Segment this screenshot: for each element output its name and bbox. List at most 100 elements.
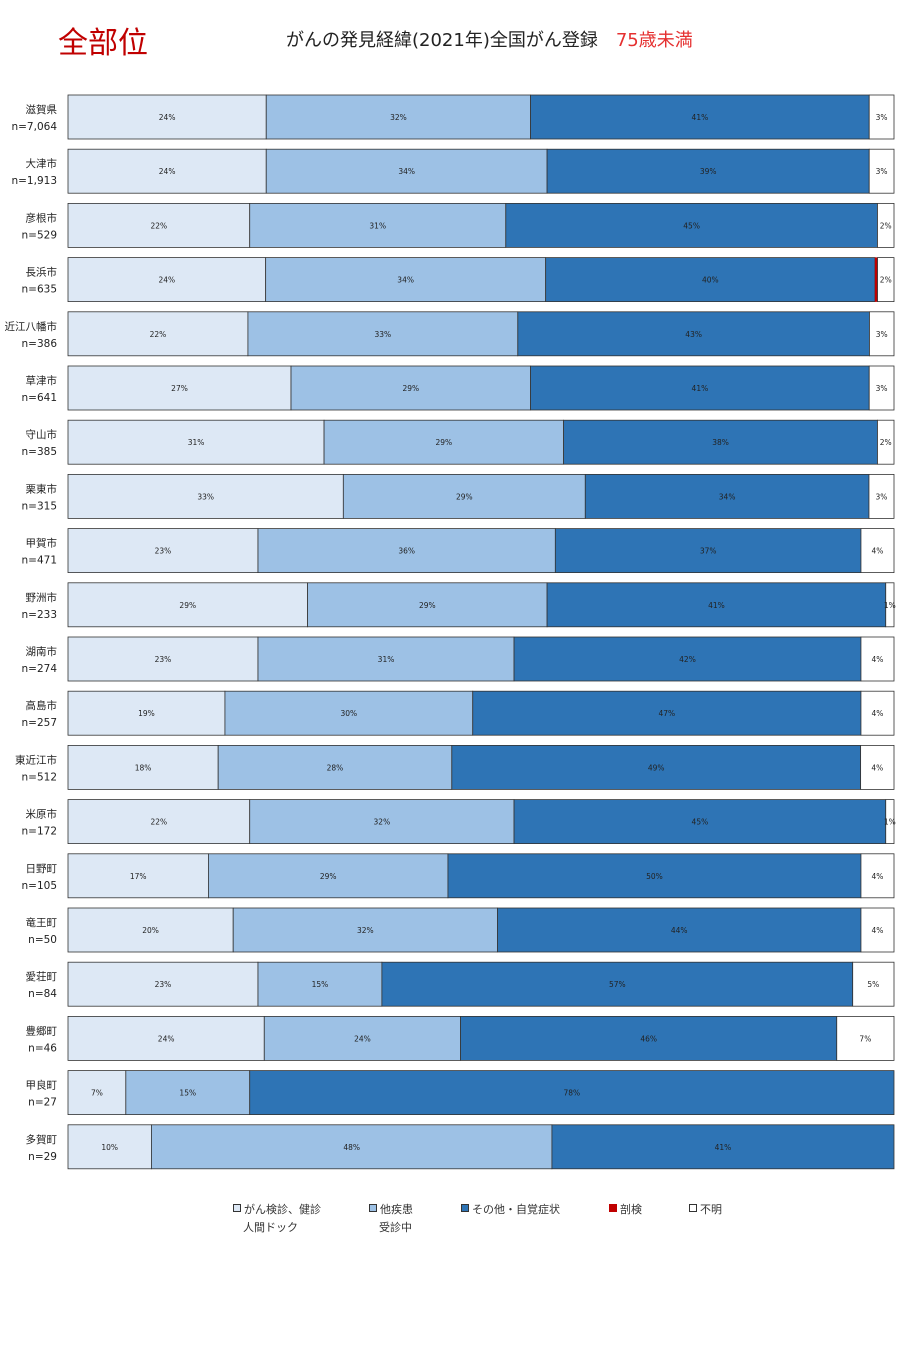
bar-segment-other_disease [224, 690, 474, 736]
data-label-other_symptom: 43% [685, 330, 702, 339]
data-label-other_disease: 29% [402, 384, 419, 393]
legend-label-unknown: 不明 [700, 1203, 722, 1216]
data-label-screening: 23% [155, 980, 172, 989]
data-label-unknown: 3% [876, 330, 888, 339]
data-label-screening: 19% [138, 709, 155, 718]
data-label-screening: 31% [188, 438, 205, 447]
age-group-subtitle: 75歳未満 [615, 30, 693, 51]
bar-segment-other_symptom [530, 94, 870, 140]
data-label-other_symptom: 46% [640, 1034, 657, 1043]
region-n-label: n=529 [22, 229, 58, 241]
data-label-unknown: 4% [872, 547, 884, 556]
data-label-unknown: 4% [872, 872, 884, 881]
bar-segment-other_disease [265, 148, 548, 194]
data-label-unknown: 2% [880, 221, 892, 230]
bar-segment-other_symptom [563, 419, 878, 465]
data-label-unknown: 7% [859, 1034, 871, 1043]
bar-segment-other_disease [265, 257, 547, 303]
bar-segment-unknown [868, 148, 895, 194]
region-n-label: n=315 [22, 500, 58, 512]
data-label-unknown: 3% [876, 167, 888, 176]
bar-segment-other_disease [257, 636, 515, 682]
data-label-other_disease: 30% [341, 709, 358, 718]
region-label: 彦根市 [26, 211, 58, 224]
legend-item-unknown: 不明 [689, 1201, 722, 1219]
bar-segment-screening [67, 473, 344, 519]
data-label-other_disease: 28% [327, 763, 344, 772]
data-label-other_symptom: 78% [564, 1089, 581, 1098]
stacked-bar-chart: 滋賀県 n=7,064 24% 32% 41% 3% 大津市 n=1,913 24% 34% 39%… [5, 94, 896, 1170]
region-n-label: n=641 [22, 392, 58, 404]
region-label: 愛荘町 [26, 970, 58, 983]
bar-segment-other_symptom [447, 853, 862, 899]
legend-item-other-symptom: その他・自覚症状 [461, 1201, 560, 1219]
data-label-other_symptom: 41% [708, 601, 725, 610]
bar-segment-unknown [836, 1016, 895, 1061]
region-label: 多賀町 [26, 1133, 58, 1146]
data-label-unknown: 4% [872, 655, 884, 664]
bar-segment-screening [67, 1016, 265, 1061]
data-label-other_symptom: 45% [692, 818, 709, 827]
bar-segment-screening [67, 257, 267, 303]
data-label-other_symptom: 40% [702, 276, 719, 285]
bar-segment-unknown [877, 257, 895, 303]
data-label-unknown: 4% [872, 709, 884, 718]
data-label-other_disease: 32% [390, 113, 407, 122]
data-label-other_symptom: 45% [683, 221, 700, 230]
region-n-label: n=386 [22, 338, 58, 350]
data-label-other_symptom: 34% [719, 492, 736, 501]
data-label-screening: 24% [158, 276, 175, 285]
cancer-site-label: 全部位 [58, 26, 148, 61]
region-n-label: n=50 [28, 934, 57, 946]
legend-swatch-autopsy [609, 1204, 617, 1212]
data-label-screening: 7% [91, 1089, 103, 1098]
region-n-label: n=84 [28, 988, 57, 1000]
bar-segment-other_symptom [451, 745, 862, 790]
data-label-screening: 23% [155, 655, 172, 664]
legend-label-line2: 受診中 [379, 1221, 412, 1234]
data-label-other_disease: 29% [435, 438, 452, 447]
bar-segment-other_symptom [517, 311, 870, 357]
bar-segment-screening [67, 419, 325, 465]
data-label-other_symptom: 38% [712, 438, 729, 447]
data-label-screening: 24% [158, 1034, 175, 1043]
region-n-label: n=1,913 [11, 175, 57, 187]
region-n-label: n=7,064 [11, 121, 57, 133]
legend-label-autopsy: 剖検 [620, 1203, 642, 1216]
data-label-screening: 33% [197, 492, 214, 501]
region-label: 米原市 [26, 808, 58, 821]
data-label-other_disease: 15% [179, 1089, 196, 1098]
data-label-other_disease: 32% [374, 818, 391, 827]
region-label: 日野町 [26, 863, 58, 875]
bar-segment-other_disease [217, 745, 453, 790]
bar-segment-other_disease [290, 365, 531, 411]
bar-segment-unknown [860, 528, 895, 573]
region-label: 長浜市 [26, 266, 58, 279]
legend-item-other-disease: 他疾患 受診中 [369, 1201, 413, 1237]
bar-segment-screening [67, 690, 226, 736]
data-label-screening: 18% [135, 763, 152, 772]
bar-segment-other_disease [307, 582, 548, 628]
data-label-screening: 20% [142, 926, 159, 935]
bar-segment-other_symptom [472, 690, 862, 736]
data-label-other_symptom: 44% [671, 926, 688, 935]
data-label-screening: 10% [101, 1143, 118, 1152]
bar-segment-other_disease [247, 311, 519, 357]
region-label: 竜王町 [26, 916, 58, 929]
data-label-unknown: 3% [876, 492, 888, 501]
data-label-other_disease: 36% [398, 547, 415, 556]
bar-segment-other_disease [323, 419, 564, 465]
region-label: 大津市 [26, 157, 58, 170]
data-label-other_symptom: 42% [679, 655, 696, 664]
data-label-unknown: 2% [880, 438, 892, 447]
data-label-other_symptom: 50% [646, 872, 663, 881]
data-label-unknown: 1% [884, 818, 896, 827]
bar-segment-screening [67, 365, 292, 411]
data-label-other_disease: 34% [398, 167, 415, 176]
bar-segment-unknown [868, 473, 895, 519]
data-label-screening: 22% [151, 221, 168, 230]
bar-segment-other_symptom [460, 1016, 838, 1061]
data-label-other_disease: 32% [357, 926, 374, 935]
region-n-label: n=233 [22, 609, 58, 621]
bar-segment-unknown [860, 853, 895, 899]
